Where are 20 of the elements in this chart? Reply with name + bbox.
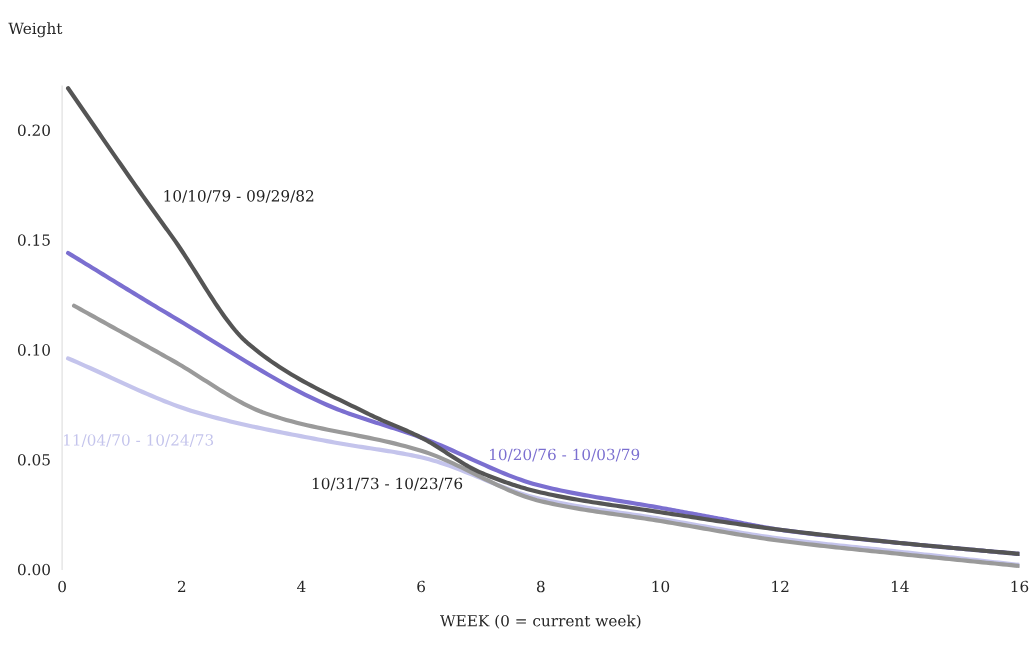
y-tick-label: 0.05 xyxy=(17,453,50,466)
x-tick-label: 10 xyxy=(652,580,670,593)
series-label: 11/04/70 - 10/24/73 xyxy=(63,434,214,447)
x-tick-label: 2 xyxy=(177,580,186,593)
x-tick-label: 14 xyxy=(891,580,909,593)
x-tick-label: 8 xyxy=(536,580,545,593)
y-tick-label: 0.10 xyxy=(17,344,50,356)
y-tick-label: 0.00 xyxy=(17,563,50,576)
x-axis-title: WEEK (0 = current week) xyxy=(440,614,641,629)
x-tick-label: 16 xyxy=(1011,580,1029,593)
y-tick-label: 0.15 xyxy=(17,234,50,246)
series-label: 10/10/79 - 09/29/82 xyxy=(164,190,314,203)
x-tick-label: 6 xyxy=(417,580,426,593)
x-tick-label: 12 xyxy=(772,580,789,593)
series-label: 10/20/76 - 10/03/79 xyxy=(490,448,640,462)
x-tick-label: 4 xyxy=(297,580,306,593)
y-tick-label: 0.20 xyxy=(17,124,50,137)
y-axis-title: Weight xyxy=(8,22,63,38)
x-tick-label: 0 xyxy=(58,580,66,593)
series-label: 10/31/73 - 10/23/76 xyxy=(312,477,463,491)
